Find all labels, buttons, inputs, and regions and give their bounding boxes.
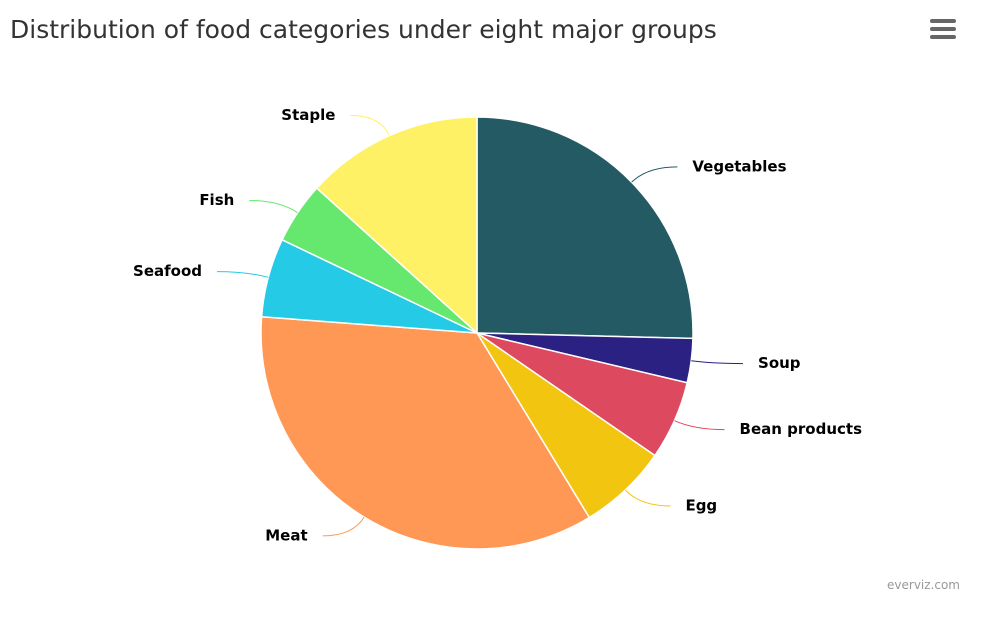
chart-title: Distribution of food categories under ei… <box>10 15 717 44</box>
data-label: Egg <box>685 496 717 514</box>
pie-slice <box>476 116 694 340</box>
data-label: Staple <box>281 106 335 124</box>
data-label: Soup <box>758 354 801 372</box>
pie-slice <box>260 315 591 550</box>
menu-button[interactable] <box>930 19 956 39</box>
data-label: Fish <box>199 191 234 209</box>
connector <box>217 271 269 278</box>
data-label: Seafood <box>133 262 202 280</box>
credit[interactable]: everviz.com <box>887 578 960 592</box>
connector <box>674 420 725 431</box>
data-label: Vegetables <box>692 157 786 175</box>
connector <box>249 199 298 214</box>
connector <box>322 516 365 537</box>
data-label: Meat <box>265 526 307 544</box>
connector <box>350 114 390 136</box>
data-label: Bean products <box>740 420 863 438</box>
connector <box>691 360 744 365</box>
connector <box>631 166 678 183</box>
menu-bar <box>930 27 956 31</box>
pie-slice <box>315 116 478 335</box>
menu-bar <box>930 19 956 23</box>
menu-bar <box>930 35 956 39</box>
connector <box>624 489 671 507</box>
